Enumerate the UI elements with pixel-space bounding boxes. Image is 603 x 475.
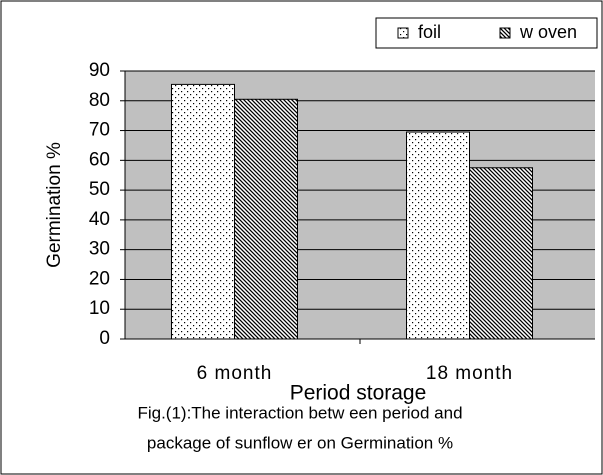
x-axis-label: Period storage <box>290 382 427 405</box>
caption: package of sunflow er on Germination % <box>147 433 453 452</box>
y-axis-label: Germination % <box>44 142 65 268</box>
x-tick-label: 6 month <box>197 363 273 384</box>
y-tick-label: 0 <box>99 328 110 349</box>
legend-label: foil <box>418 22 441 42</box>
y-tick-label: 20 <box>89 268 110 289</box>
x-tick-label: 18 month <box>426 363 513 384</box>
y-tick-label: 30 <box>89 239 110 260</box>
caption: Fig.(1):The interaction betw een period … <box>137 403 462 422</box>
bar <box>234 98 298 340</box>
legend-swatch <box>499 27 511 39</box>
y-tick-label: 50 <box>89 179 110 200</box>
bar <box>469 167 533 340</box>
bar <box>171 83 235 340</box>
legend-box <box>375 17 598 49</box>
bar <box>406 131 470 340</box>
y-tick-label: 80 <box>89 90 110 111</box>
y-tick-label: 40 <box>89 209 110 230</box>
y-tick-label: 70 <box>89 120 110 141</box>
legend-label: w oven <box>519 22 577 42</box>
y-tick-label: 90 <box>89 60 110 81</box>
legend-swatch <box>397 27 409 39</box>
y-tick-label: 10 <box>89 298 110 319</box>
y-tick-label: 60 <box>89 149 110 170</box>
